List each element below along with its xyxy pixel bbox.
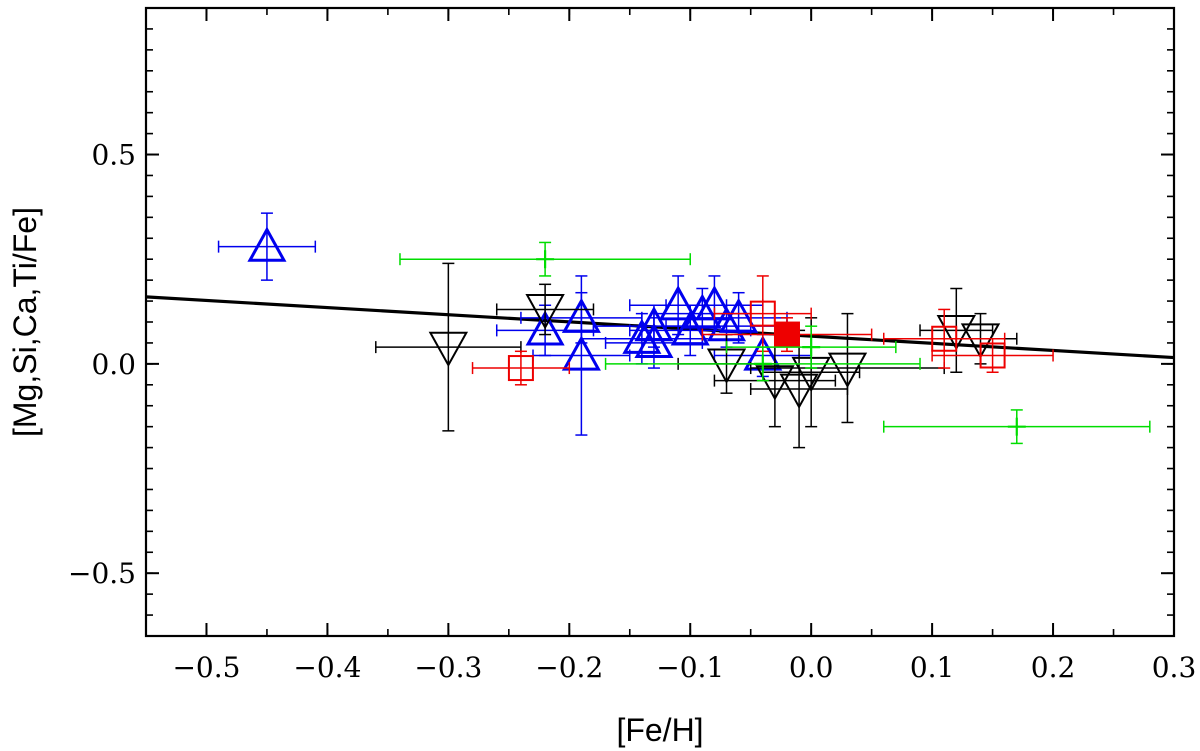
y-tick-label: 0.5 <box>91 139 136 172</box>
data-point-triangle-down <box>960 323 1001 359</box>
data-point-triangle-down <box>525 294 565 330</box>
data-point-square <box>749 300 776 327</box>
data-point-triangle-up <box>247 226 287 262</box>
x-tick-label: −0.1 <box>656 651 724 684</box>
x-tick-label: 0.0 <box>789 651 834 684</box>
data-point-square <box>773 321 800 348</box>
x-tick-label: −0.4 <box>293 651 361 684</box>
data-point-triangle-down <box>755 365 795 401</box>
x-tick-label: 0.1 <box>910 651 955 684</box>
data-point-triangle-up <box>634 322 674 359</box>
data-point-triangle-down <box>936 314 977 351</box>
x-tick-label: −0.3 <box>414 651 482 684</box>
x-tick-label: −0.2 <box>535 651 603 684</box>
series-red-squares <box>471 275 1054 386</box>
data-point-triangle-up <box>525 310 565 346</box>
data-point-square <box>979 342 1006 369</box>
plot-area <box>145 212 1175 449</box>
y-axis-title: [Mg,Si,Ca,Ti/Fe] <box>7 207 43 437</box>
x-axis-title: [Fe/H] <box>616 712 703 748</box>
data-point-square <box>931 325 958 352</box>
data-point-triangle-up <box>658 285 698 321</box>
trend-line <box>145 295 1175 360</box>
y-tick-label: −0.5 <box>68 557 136 590</box>
data-point-triangle-down <box>779 373 819 410</box>
data-point-triangle-up <box>622 318 662 354</box>
data-point-triangle-down <box>827 352 868 389</box>
x-tick-label: −0.5 <box>172 651 240 684</box>
data-point-triangle-up <box>682 293 722 329</box>
data-point-triangle-up <box>561 335 601 371</box>
series-blue-triangles-up <box>217 212 812 436</box>
data-point-triangle-up <box>719 297 759 333</box>
plot-frame <box>144 6 1176 638</box>
x-tick-label: 0.3 <box>1152 651 1197 684</box>
data-point-triangle-down <box>428 331 469 368</box>
x-tick-label: 0.2 <box>1031 651 1076 684</box>
data-point-square <box>507 355 534 382</box>
series-green-crosses <box>399 241 1151 445</box>
tick-labels: −0.5 −0.4 −0.3 −0.2 −0.1 0.0 0.1 0.2 0.3 −0.5 0.0 0… <box>68 139 1196 684</box>
y-tick-label: 0.0 <box>91 348 136 381</box>
